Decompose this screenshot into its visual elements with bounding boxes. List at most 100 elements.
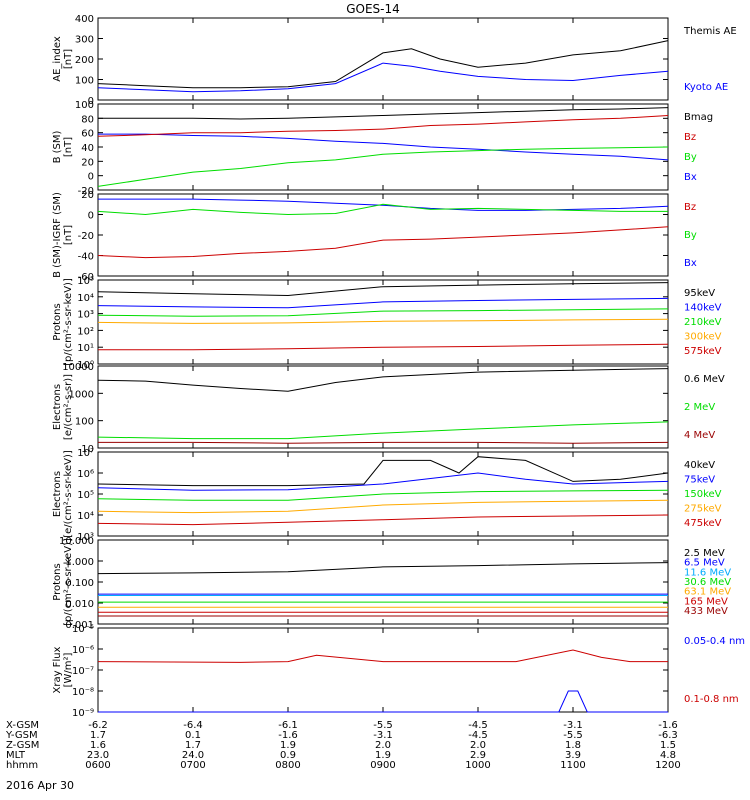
y-tick-label: 10⁻⁶	[72, 645, 94, 656]
x-row-value: -4.5	[468, 720, 488, 731]
y-tick-label: 10³	[77, 310, 94, 321]
series-line-3	[97, 489, 669, 501]
x-row-value: 0.1	[185, 730, 201, 741]
y-axis-label: [W/m²]	[63, 652, 74, 687]
series-line-1	[98, 133, 669, 161]
y-tick-label: 100	[75, 100, 94, 111]
plot-frame	[97, 365, 669, 449]
y-tick-label: -60	[78, 272, 94, 283]
legend-entry: 575keV	[684, 346, 722, 357]
series-line-4	[97, 297, 669, 309]
legend-entry: 40keV	[684, 460, 715, 471]
y-tick-label: 10⁵	[77, 276, 94, 287]
legend-entry: Bmag	[684, 112, 713, 123]
legend-entry: 150keV	[684, 489, 722, 500]
y-tick-label: 0	[88, 96, 94, 107]
series-line-3	[97, 308, 669, 317]
y-axis-label: Electrons	[52, 384, 63, 430]
y-axis-label: [p/(cm²-s-sr-keV)]	[63, 278, 74, 366]
legend-entry: 2.5 MeV	[684, 548, 725, 559]
legend-entry: 275keV	[684, 504, 722, 515]
legend-entry: 210keV	[684, 317, 722, 328]
x-row-value: 0600	[85, 760, 110, 771]
x-row-value: -4.5	[468, 730, 488, 741]
series-line-7	[97, 562, 669, 575]
series-line-2	[98, 690, 668, 713]
legend-entry: By	[684, 230, 697, 241]
x-row-value: -5.5	[563, 730, 583, 741]
legend-entry: 75keV	[684, 475, 715, 486]
legend-entry: 95keV	[684, 288, 715, 299]
y-axis-label: [p/(cm²-s-sr-keV)]	[63, 538, 74, 626]
y-tick-label: 10⁰	[77, 360, 94, 371]
series-line-2	[97, 499, 669, 514]
y-tick-label: 10⁻⁷	[72, 666, 94, 677]
panel-4: 10⁵ 10⁴ 10³ 10² 10¹ 10⁰ Protons [p/(cm²-s-sr-ke…	[52, 276, 722, 371]
y-tick-label: 10⁻⁸	[72, 687, 94, 698]
series-line-2	[97, 203, 668, 216]
legend-entry: 11.6 MeV	[684, 567, 731, 578]
x-row-value: -6.4	[183, 720, 203, 731]
panel-5: 10000 1000 100 10 Electrons [e/(cm²-s-sr)] 0.6…	[52, 362, 725, 455]
y-tick-label: 10	[81, 444, 94, 455]
x-row-label: X-GSM	[6, 720, 39, 731]
series-line-2	[97, 318, 669, 324]
panel-1: 400 300 200 100 0 AE_index [nT] Themis AE Kyoto …	[52, 14, 737, 107]
x-row-label: Y-GSM	[5, 730, 38, 741]
series-line-1	[97, 62, 669, 93]
panel-2: 100 80 60 40 20 0 -20 B (SM) [nT] Bmag Bz By Bx	[52, 100, 713, 197]
x-row-value: 1.8	[565, 740, 581, 751]
x-row-value: 3.9	[565, 750, 581, 761]
y-tick-label: 1000	[69, 389, 94, 400]
x-row-value: 1.6	[90, 740, 106, 751]
y-tick-label: 100	[75, 76, 94, 87]
legend-entry: 4 MeV	[684, 430, 715, 441]
series-line-3	[97, 115, 669, 137]
plot-frame	[97, 279, 669, 365]
x-row-value: 1100	[560, 760, 585, 771]
x-row-value: 1.7	[185, 740, 201, 751]
y-tick-label: 0.010	[65, 599, 94, 610]
legend-entry: 140keV	[684, 303, 722, 314]
y-tick-label: 10⁴	[77, 293, 94, 304]
plot-frame	[97, 627, 669, 713]
y-axis-label: Protons	[52, 563, 63, 600]
date-label: 2016 Apr 30	[6, 779, 74, 792]
legend-entry: 30.6 MeV	[684, 577, 731, 588]
y-tick-label: 10⁵	[77, 490, 94, 501]
y-tick-label: 200	[75, 55, 94, 66]
legend-entry: 63.1 MeV	[684, 587, 731, 598]
series-line-1	[98, 441, 669, 444]
x-row-value: 0800	[275, 760, 300, 771]
legend-entry: 165 MeV	[684, 596, 728, 607]
series-line-3	[97, 368, 669, 392]
x-row-value: -1.6	[658, 720, 678, 731]
x-row-value: -6.2	[88, 720, 108, 731]
y-axis-label: [nT]	[63, 225, 74, 245]
y-tick-label: 0.100	[65, 578, 94, 589]
y-tick-label: 60	[81, 129, 94, 140]
legend-entry: 6.5 MeV	[684, 558, 725, 569]
x-row-value: 1.9	[375, 750, 391, 761]
series-line-4	[98, 107, 669, 120]
y-tick-label: 0.001	[65, 620, 94, 631]
y-tick-label: 80	[81, 114, 94, 125]
y-axis-label: B (SM)	[52, 130, 63, 163]
x-row-value: -3.1	[373, 730, 393, 741]
y-tick-label: -20	[78, 231, 94, 242]
x-row-value: -5.5	[373, 720, 393, 731]
series-line-1	[97, 649, 668, 663]
legend-entry: 433 MeV	[684, 606, 728, 617]
legend-entry: 0.6 MeV	[684, 374, 725, 385]
y-tick-label: 20	[81, 157, 94, 168]
y-axis-label: [e/(cm²-s-sr)]	[63, 374, 74, 440]
x-row-value: 2.0	[375, 740, 391, 751]
x-row-value: 2.9	[470, 750, 486, 761]
y-tick-label: 10.000	[59, 536, 94, 547]
legend-entry: By	[684, 152, 697, 163]
y-tick-label: 0	[88, 172, 94, 183]
x-row-value: 4.8	[660, 750, 676, 761]
legend-entry: 475keV	[684, 518, 722, 529]
y-tick-label: 10⁶	[77, 469, 94, 480]
